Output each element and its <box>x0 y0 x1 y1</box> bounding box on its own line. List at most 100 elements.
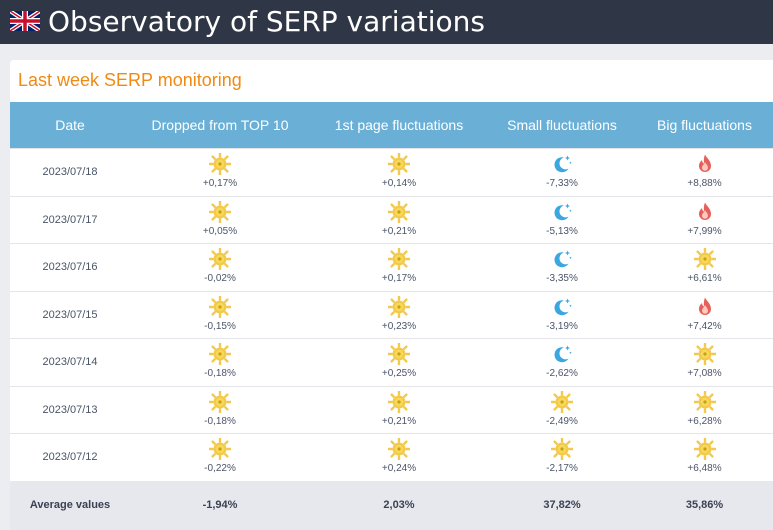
sun-icon <box>692 247 717 271</box>
sun-icon <box>208 342 232 366</box>
average-row: Average values -1,94% 2,03% 37,82% 35,86… <box>10 481 773 530</box>
cell-value: -0,18% <box>204 368 236 379</box>
average-dropped: -1,94% <box>202 499 238 511</box>
cell-big: +7,08% <box>636 339 773 385</box>
cell-value: +0,17% <box>202 178 238 189</box>
sun-icon <box>387 342 411 366</box>
sun-icon <box>550 437 574 461</box>
moon-icon <box>551 343 573 365</box>
serp-monitoring-panel: Last week SERP monitoring Date Dropped f… <box>10 60 773 530</box>
cell-value: -7,33% <box>546 178 578 189</box>
table-row: 2023/07/13 -0,18% +0,21% -2,49% +6,28% <box>10 385 773 433</box>
column-header-first-page: 1st page fluctuations <box>334 117 464 133</box>
cell-small: -2,62% <box>488 339 636 385</box>
cell-value: +0,23% <box>381 320 417 332</box>
cell-value: +0,21% <box>381 415 417 427</box>
cell-first-page: +0,14% <box>310 149 488 195</box>
sun-icon <box>208 152 232 176</box>
sun-icon <box>208 294 232 319</box>
cell-small: -5,13% <box>488 197 636 243</box>
uk-flag-icon <box>10 11 40 31</box>
fire-icon <box>694 153 716 175</box>
cell-value: -5,13% <box>546 225 578 237</box>
table-header: Date Dropped from TOP 10 1st page fluctu… <box>10 102 773 148</box>
moon-icon <box>551 201 573 223</box>
cell-small: -3,35% <box>488 244 636 290</box>
cell-value: +7,99% <box>687 225 722 237</box>
cell-value: +0,05% <box>202 225 238 237</box>
table-row: 2023/07/18 +0,17% +0,14% -7,33% +8,88% <box>10 148 773 195</box>
cell-value: -2,49% <box>546 415 578 427</box>
cell-value: -0,22% <box>204 463 236 474</box>
cell-small: -7,33% <box>488 149 636 195</box>
average-big: 35,86% <box>685 499 724 511</box>
cell-value: +0,14% <box>381 178 417 189</box>
sun-icon <box>208 247 232 271</box>
cell-first-page: +0,21% <box>310 387 488 433</box>
average-small: 37,82% <box>543 499 581 511</box>
cell-value: +0,24% <box>381 463 417 474</box>
sun-icon <box>208 437 232 461</box>
sun-icon <box>387 294 411 319</box>
cell-big: +7,99% <box>636 197 773 243</box>
column-header-date: Date <box>55 117 85 133</box>
cell-value: +7,42% <box>687 320 722 332</box>
sun-icon <box>692 437 717 461</box>
moon-icon <box>551 248 573 270</box>
cell-dropped: +0,05% <box>130 197 310 243</box>
cell-value: -3,19% <box>546 320 578 332</box>
sun-icon <box>387 437 411 461</box>
cell-dropped: -0,15% <box>130 292 310 338</box>
cell-big: +8,88% <box>636 149 773 195</box>
column-header-small: Small fluctuations <box>507 117 617 133</box>
row-date: 2023/07/16 <box>42 261 98 273</box>
table-row: 2023/07/14 -0,18% +0,25% -2,62% +7,08% <box>10 338 773 385</box>
top-bar: Observatory of SERP variations <box>0 0 773 44</box>
cell-big: +6,28% <box>636 387 773 433</box>
cell-small: -3,19% <box>488 292 636 338</box>
moon-icon <box>551 153 573 175</box>
cell-small: -2,17% <box>488 434 636 480</box>
column-header-dropped: Dropped from TOP 10 <box>151 117 289 133</box>
table-row: 2023/07/15 -0,15% +0,23% -3,19% +7,42% <box>10 290 773 338</box>
average-first-page: 2,03% <box>383 499 415 511</box>
cell-value: +0,17% <box>381 273 417 284</box>
sun-icon <box>387 199 411 224</box>
average-label: Average values <box>29 499 111 511</box>
page-title: Observatory of SERP variations <box>48 5 485 38</box>
cell-value: -2,62% <box>546 368 578 379</box>
cell-value: +7,08% <box>687 368 722 379</box>
cell-value: +6,61% <box>687 273 722 284</box>
cell-value: +0,21% <box>381 225 417 237</box>
row-date: 2023/07/17 <box>42 213 98 226</box>
cell-dropped: -0,18% <box>130 339 310 385</box>
sun-icon <box>387 389 411 414</box>
panel-title: Last week SERP monitoring <box>18 70 242 90</box>
row-date: 2023/07/15 <box>42 308 98 321</box>
cell-value: -0,18% <box>204 415 236 427</box>
moon-icon <box>551 296 573 318</box>
sun-icon <box>387 247 411 271</box>
cell-value: -0,15% <box>204 320 236 332</box>
table-row: 2023/07/12 -0,22% +0,24% -2,17% +6,48% <box>10 433 773 480</box>
cell-value: -2,17% <box>546 463 578 474</box>
row-date: 2023/07/14 <box>42 356 98 368</box>
cell-dropped: -0,02% <box>130 244 310 290</box>
cell-first-page: +0,24% <box>310 434 488 480</box>
cell-first-page: +0,23% <box>310 292 488 338</box>
cell-value: +6,28% <box>687 415 722 427</box>
row-date: 2023/07/18 <box>42 166 98 178</box>
fire-icon <box>694 296 716 318</box>
cell-dropped: -0,22% <box>130 434 310 480</box>
table-row: 2023/07/17 +0,05% +0,21% -5,13% +7,99% <box>10 195 773 243</box>
cell-value: +0,25% <box>381 368 417 379</box>
cell-first-page: +0,21% <box>310 197 488 243</box>
cell-value: -0,02% <box>204 273 236 284</box>
cell-dropped: +0,17% <box>130 149 310 195</box>
cell-value: -3,35% <box>546 273 578 284</box>
sun-icon <box>692 389 717 414</box>
cell-big: +6,48% <box>636 434 773 480</box>
cell-first-page: +0,25% <box>310 339 488 385</box>
table-row: 2023/07/16 -0,02% +0,17% -3,35% +6,61% <box>10 243 773 290</box>
cell-big: +7,42% <box>636 292 773 338</box>
